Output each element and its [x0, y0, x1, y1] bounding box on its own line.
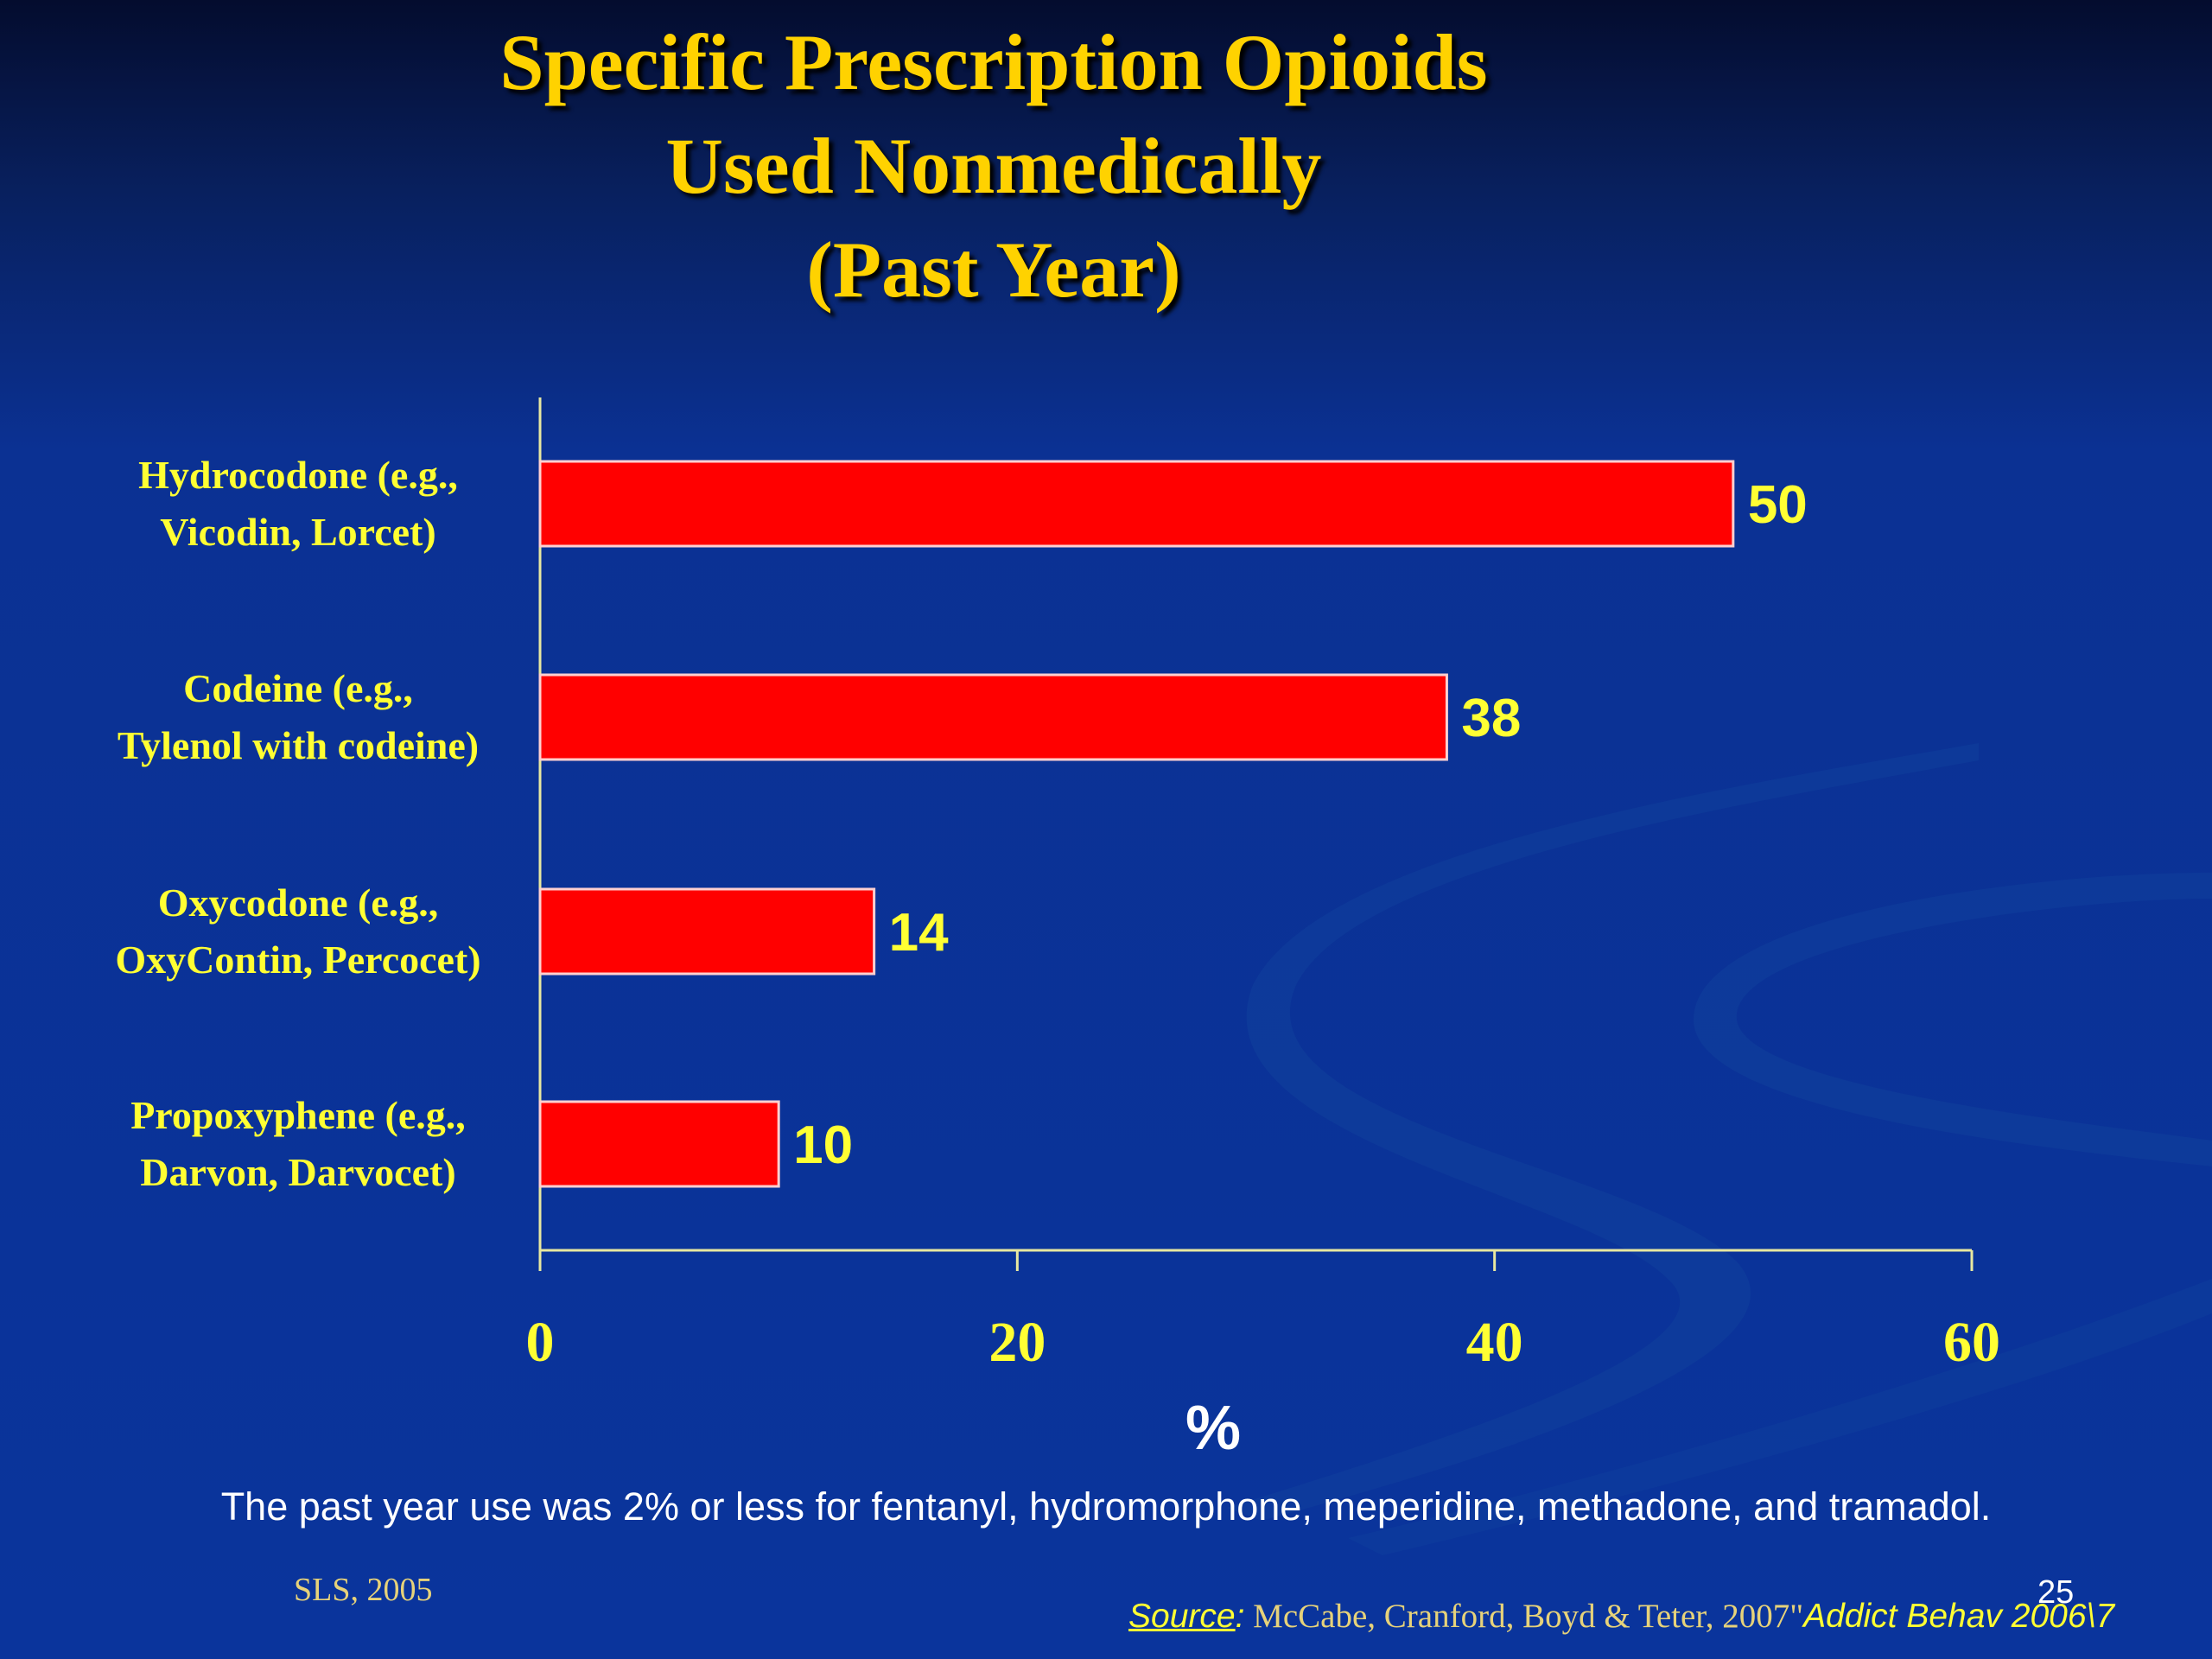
source-colon: : [1235, 1598, 1245, 1635]
title-line-1: Specific Prescription Opioids [499, 18, 1488, 106]
category-label-line: Vicodin, Lorcet) [160, 510, 436, 554]
category-label-line: Hydrocodone (e.g., [138, 453, 458, 497]
category-label-line: Tylenol with codeine) [117, 723, 480, 767]
page-number: 25 [2037, 1574, 2075, 1611]
x-tick-label: 20 [988, 1311, 1046, 1374]
data-label: 38 [1461, 689, 1521, 748]
x-tick-label: 40 [1466, 1311, 1523, 1374]
data-label: 14 [889, 903, 949, 963]
title-line-3: (Past Year) [806, 226, 1181, 314]
bar [538, 887, 876, 976]
category-label: Oxycodone (e.g., OxyContin, Percocet) [73, 874, 523, 988]
bar [538, 1100, 780, 1188]
category-label: Hydrocodone (e.g., Vicodin, Lorcet) [73, 447, 523, 561]
x-tick-label: 60 [1943, 1311, 2000, 1374]
title-line-2: Used Nonmedically [665, 122, 1322, 210]
credit-text: SLS, 2005 [294, 1572, 433, 1608]
category-label-line: Darvon, Darvocet) [140, 1150, 456, 1194]
category-label-line: OxyContin, Percocet) [115, 938, 481, 982]
x-axis-title: % [1185, 1394, 1241, 1463]
category-label: Propoxyphene (e.g., Darvon, Darvocet) [73, 1087, 523, 1201]
x-tick-label: 0 [526, 1311, 555, 1374]
category-label: Codeine (e.g., Tylenol with codeine) [73, 660, 523, 774]
data-label: 50 [1748, 475, 1808, 535]
bar [538, 673, 1448, 761]
source-authors: McCabe, Cranford, Boyd & Teter, 2007" [1253, 1598, 1804, 1635]
bar [538, 460, 1735, 548]
source-label: Source [1128, 1598, 1236, 1635]
category-label-line: Propoxyphene (e.g., [130, 1093, 466, 1137]
source-journal: Addict Behav 2006\7 [1803, 1598, 2115, 1635]
category-label-line: Codeine (e.g., [183, 666, 413, 710]
source-citation: Source: McCabe, Cranford, Boyd & Teter, … [1128, 1597, 2114, 1636]
footnote: The past year use was 2% or less for fen… [220, 1484, 1992, 1529]
data-label: 10 [793, 1116, 853, 1175]
category-label-line: Oxycodone (e.g., [157, 880, 439, 925]
